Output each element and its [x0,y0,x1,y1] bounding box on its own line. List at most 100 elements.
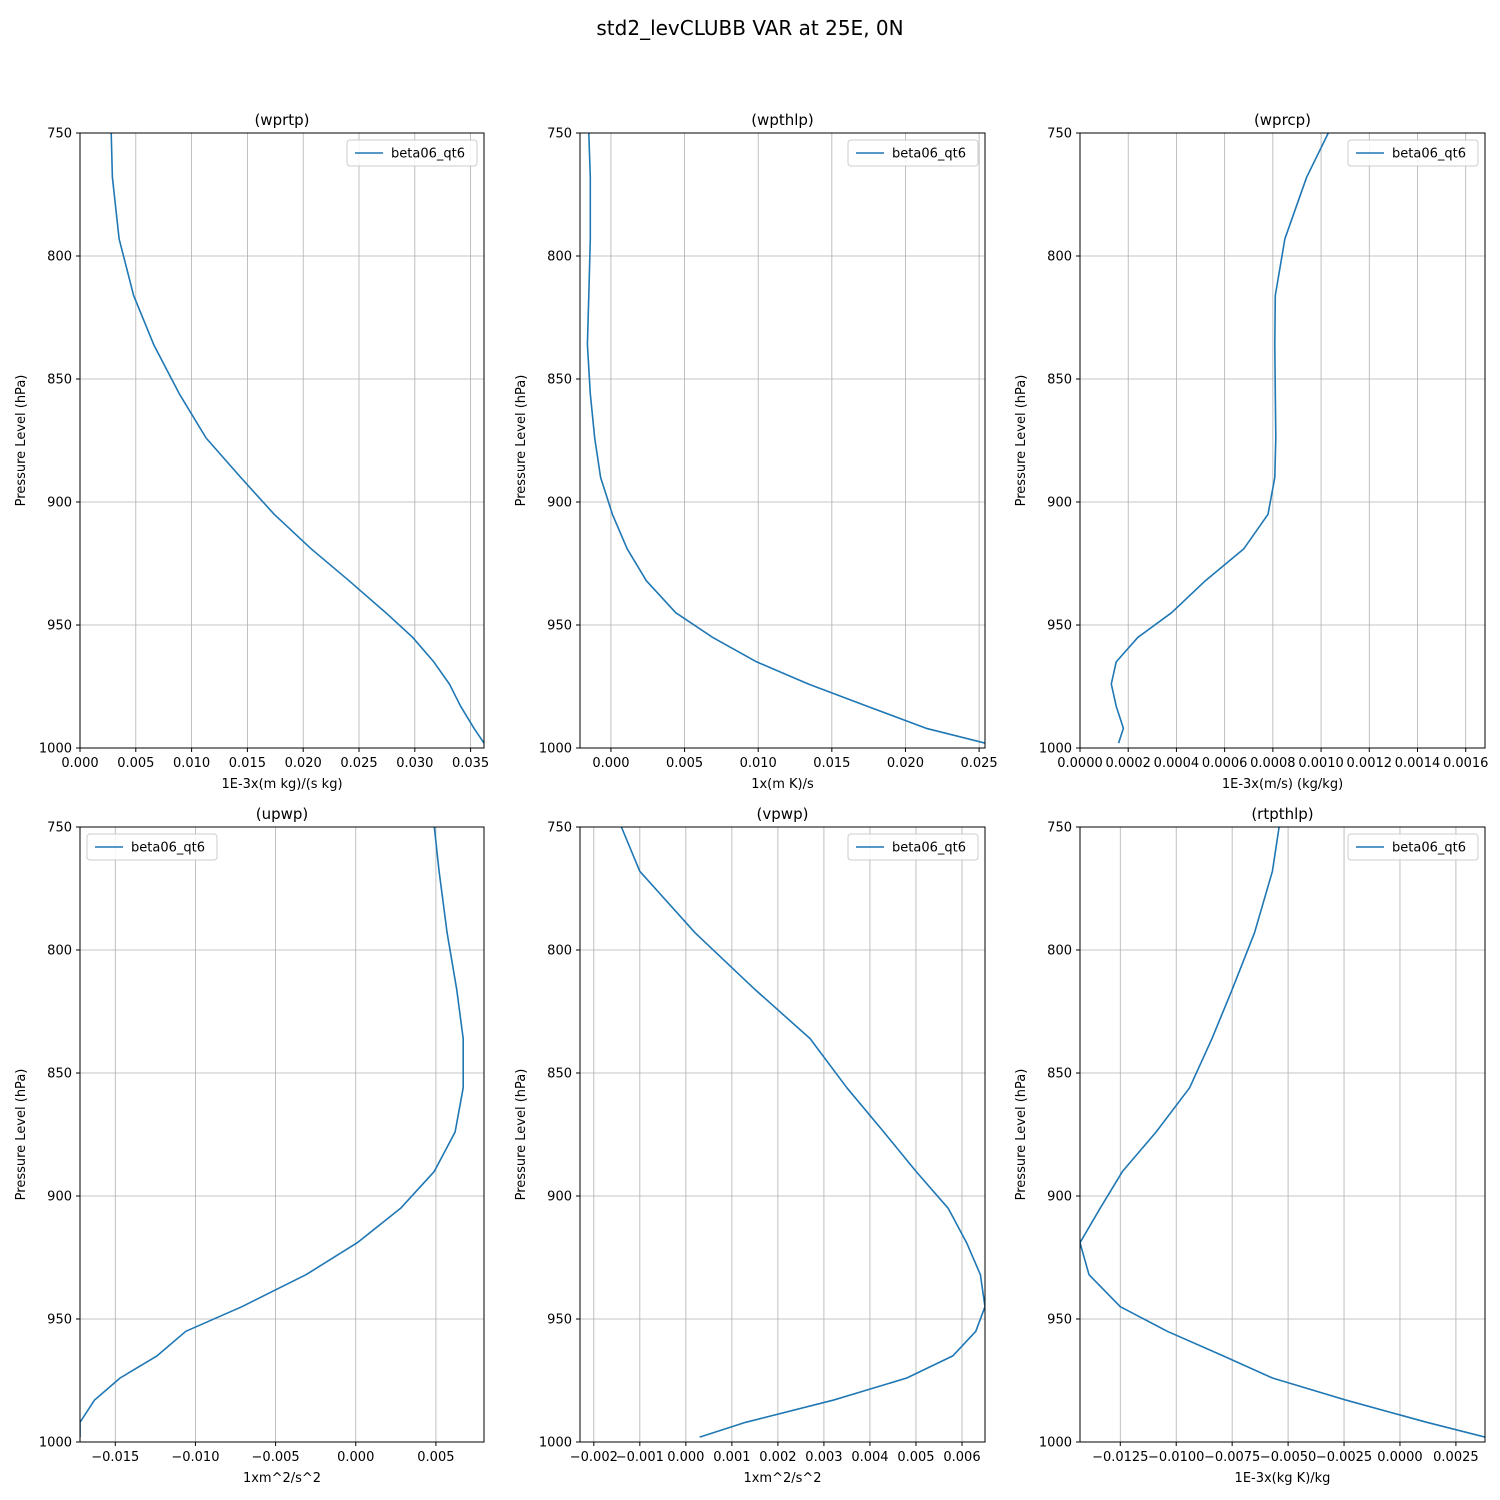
y-tick-label: 900 [1047,1190,1072,1205]
y-tick-label: 750 [1047,821,1072,836]
series-line-1 [1110,133,1330,744]
x-tick-label: 0.0002 [1105,756,1151,771]
subplot-1: 0.000 0.005 0.010 0.015 0.020 0.025 0.030 0.035… [14,111,489,792]
y-tick-label: 900 [547,1190,572,1205]
x-tick-label: 0.000 [667,1450,704,1465]
x-tick-label: 0.015 [229,756,266,771]
x-tick-label: 0.000 [337,1450,374,1465]
y-tick-label: 850 [547,1067,572,1082]
x-tick-label: 0.0006 [1202,756,1248,771]
x-axis-label: 1x(m K)/s [751,777,814,792]
x-tick-label: 0.003 [805,1450,842,1465]
x-tick-label: 0.0012 [1347,756,1393,771]
x-tick-label: 0.005 [666,756,703,771]
y-tick-label: 900 [547,496,572,511]
x-tick-label: −0.015 [91,1450,139,1465]
x-tick-label: 0.004 [851,1450,888,1465]
y-tick-label: 850 [47,373,72,388]
x-tick-label: 0.025 [960,756,997,771]
x-tick-label: 0.025 [340,756,377,771]
x-tick-label: 0.000 [61,756,98,771]
legend-label: beta06_qt6 [892,147,966,162]
axes-frame [1079,826,1486,1443]
x-tick-label: −0.002 [570,1450,618,1465]
subplot-title: (wpthlp) [751,111,814,129]
legend-label: beta06_qt6 [131,841,205,856]
legend-box [1347,833,1479,861]
y-tick-label: 1000 [39,742,72,757]
figure-title: std2_levCLUBB VAR at 25E, 0N [596,16,904,40]
y-tick-label: 1000 [1039,1436,1072,1451]
x-tick-label: 0.005 [117,756,154,771]
y-axis-label: Pressure Level (hPa) [14,1069,29,1201]
y-axis-label: Pressure Level (hPa) [1014,375,1029,507]
y-axis-label: Pressure Level (hPa) [1014,1069,1029,1201]
legend: beta06_qt6 [847,139,979,167]
y-tick-label: 850 [1047,373,1072,388]
x-tick-label: 0.020 [285,756,322,771]
x-tick-label: 0.005 [897,1450,934,1465]
x-tick-label: 0.0000 [1057,756,1103,771]
x-tick-label: −0.0025 [1316,1450,1372,1465]
x-tick-label: 0.030 [396,756,433,771]
x-axis-label: 1E-3x(m kg)/(s kg) [221,777,342,792]
legend-box [847,139,979,167]
x-tick-label: 0.0010 [1298,756,1344,771]
series-line-1 [586,133,985,744]
legend: beta06_qt6 [847,833,979,861]
axes-frame [579,132,986,749]
y-tick-label: 950 [1047,619,1072,634]
y-tick-label: 1000 [1039,742,1072,757]
subplot-3: 0.0000 0.0002 0.0004 0.0006 0.0008 0.0010 0.00… [1014,111,1488,792]
y-tick-label: 950 [1047,1313,1072,1328]
subplot-4: −0.015 −0.010 −0.005 0.000 0.005 750 800 850 900… [14,805,485,1486]
x-tick-label: 0.010 [173,756,210,771]
legend-label: beta06_qt6 [391,147,465,162]
x-tick-label: 0.020 [887,756,924,771]
x-tick-label: −0.0100 [1148,1450,1204,1465]
y-tick-label: 750 [547,821,572,836]
y-axis-label: Pressure Level (hPa) [514,375,529,507]
x-tick-label: 0.0004 [1154,756,1200,771]
series-line-1 [80,827,465,1438]
y-tick-label: 900 [47,1190,72,1205]
y-tick-label: 900 [47,496,72,511]
y-tick-label: 1000 [39,1436,72,1451]
legend: beta06_qt6 [346,139,478,167]
axes-frame [579,826,986,1443]
x-tick-label: −0.0050 [1260,1450,1316,1465]
legend-box [86,833,218,861]
legend: beta06_qt6 [1347,833,1479,861]
y-axis-label: Pressure Level (hPa) [14,375,29,507]
series-line-1 [620,827,985,1438]
subplot-title: (vpwp) [757,805,809,823]
axes-frame [1079,132,1486,749]
x-tick-label: −0.010 [171,1450,219,1465]
series-line-1 [110,133,484,744]
y-tick-label: 750 [547,127,572,142]
y-tick-label: 900 [1047,496,1072,511]
series-line-1 [1080,827,1485,1438]
x-tick-label: −0.001 [616,1450,664,1465]
legend: beta06_qt6 [1347,139,1479,167]
x-tick-label: 0.010 [740,756,777,771]
x-axis-label: 1E-3x(m/s) (kg/kg) [1222,777,1343,792]
x-tick-label: 0.0000 [1377,1450,1423,1465]
x-axis-label: 1E-3x(kg K)/kg [1235,1471,1331,1486]
legend-box [847,833,979,861]
x-tick-label: 0.006 [943,1450,980,1465]
x-tick-label: 0.035 [452,756,489,771]
subplot-title: (rtpthlp) [1251,805,1313,823]
y-tick-label: 950 [47,1313,72,1328]
y-tick-label: 800 [547,250,572,265]
y-tick-label: 750 [1047,127,1072,142]
y-tick-label: 950 [547,1313,572,1328]
y-tick-label: 1000 [539,1436,572,1451]
legend-label: beta06_qt6 [892,841,966,856]
x-tick-label: −0.0125 [1092,1450,1148,1465]
subplot-title: (wprtp) [254,111,309,129]
y-tick-label: 850 [547,373,572,388]
legend-box [346,139,478,167]
x-tick-label: −0.0075 [1204,1450,1260,1465]
